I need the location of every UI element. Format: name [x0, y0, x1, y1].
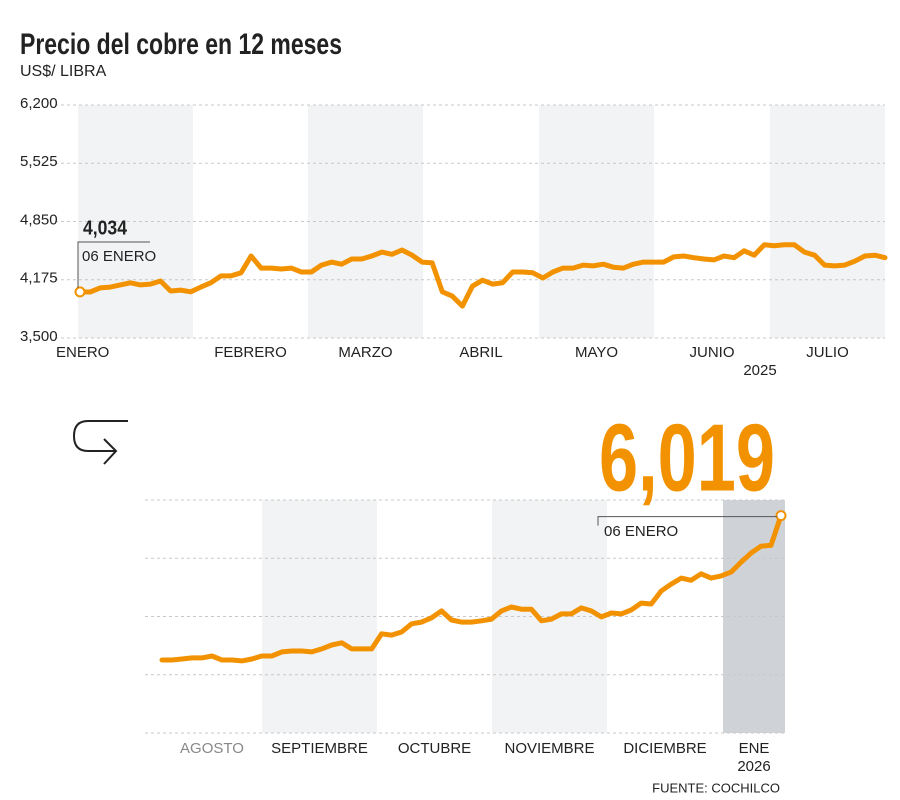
- y-tick-label: 4,850: [20, 211, 58, 228]
- y-tick-label: 4,175: [20, 270, 58, 287]
- y-tick-label: 5,525: [20, 153, 58, 170]
- x-tick-label: AGOSTO: [180, 740, 244, 757]
- value-label: 6,019: [599, 404, 775, 511]
- source: FUENTE: COCHILCO: [652, 780, 780, 795]
- x-tick-label: JULIO: [806, 344, 849, 361]
- x-tick-label: FEBRERO: [214, 344, 287, 361]
- year-label: 2025: [743, 362, 776, 379]
- x-tick-label: NOVIEMBRE: [504, 740, 594, 757]
- x-tick-label: DICIEMBRE: [623, 740, 706, 757]
- year-label: 2026: [737, 758, 770, 775]
- point-marker: [775, 510, 787, 522]
- x-tick-label: ENE: [739, 740, 770, 757]
- x-tick-label: OCTUBRE: [398, 740, 471, 757]
- annotation-leader: [77, 241, 150, 288]
- annotation-leader: [597, 516, 777, 526]
- value-label: 4,034: [83, 217, 128, 239]
- price-line: [77, 242, 888, 309]
- continuation-arrow: [72, 420, 128, 465]
- price-line: [159, 513, 784, 664]
- chart-title: Precio del cobre en 12 meses: [20, 28, 342, 61]
- annotation: 06 ENERO: [82, 248, 156, 265]
- x-tick-label: JUNIO: [690, 344, 735, 361]
- point-marker: [74, 286, 86, 298]
- y-tick-label: 3,500: [20, 328, 58, 345]
- chart-subtitle: US$/ LIBRA: [20, 63, 107, 80]
- x-tick-label: MARZO: [338, 344, 392, 361]
- x-tick-label: ENERO: [56, 344, 109, 361]
- y-tick-label: 6,200: [20, 95, 58, 112]
- x-tick-label: ABRIL: [459, 344, 502, 361]
- x-tick-label: MAYO: [575, 344, 618, 361]
- annotation: 06 ENERO: [604, 523, 678, 540]
- x-tick-label: SEPTIEMBRE: [271, 740, 368, 757]
